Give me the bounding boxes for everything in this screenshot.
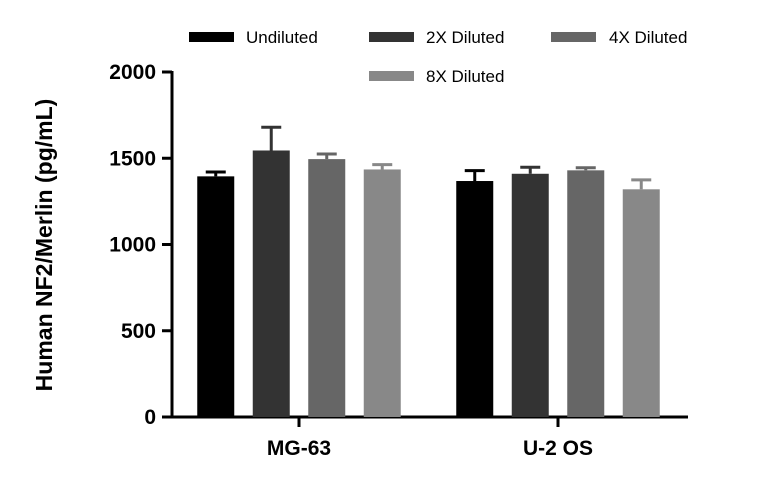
bar-0-1 [252,150,290,418]
y-axis-title: Human NF2/Merlin (pg/mL) [31,99,57,392]
legend-swatch-1 [369,32,414,42]
legend-label-0: Undiluted [246,28,318,47]
y-tick-label-0: 0 [144,406,156,429]
legend-swatch-3 [369,71,414,81]
x-tick-label-0: MG-63 [267,437,331,460]
bar-0-2 [308,159,346,418]
legend-label-1: 2X Diluted [426,28,504,47]
y-tick-label-4: 2000 [109,61,156,84]
plot-area: 0 500 1000 1500 2000 MG-63 U-2 OS [109,61,688,460]
y-tick-label-3: 1500 [109,147,156,170]
legend-label-2: 4X Diluted [609,28,687,47]
y-tick-label-1: 500 [121,320,156,343]
legend-swatch-0 [189,32,234,42]
legend: Undiluted 2X Diluted 4X Diluted 8X Diluted [189,28,687,86]
legend-swatch-2 [551,32,596,42]
bar-1-3 [622,189,660,417]
x-tick-label-1: U-2 OS [523,437,593,460]
y-tick-label-2: 1000 [109,234,156,257]
legend-label-3: 8X Diluted [426,67,504,86]
bar-0-0 [197,176,235,417]
bar-1-2 [567,170,605,417]
bar-1-0 [456,181,494,417]
bar-0-3 [363,169,401,417]
bar-1-1 [511,173,549,417]
